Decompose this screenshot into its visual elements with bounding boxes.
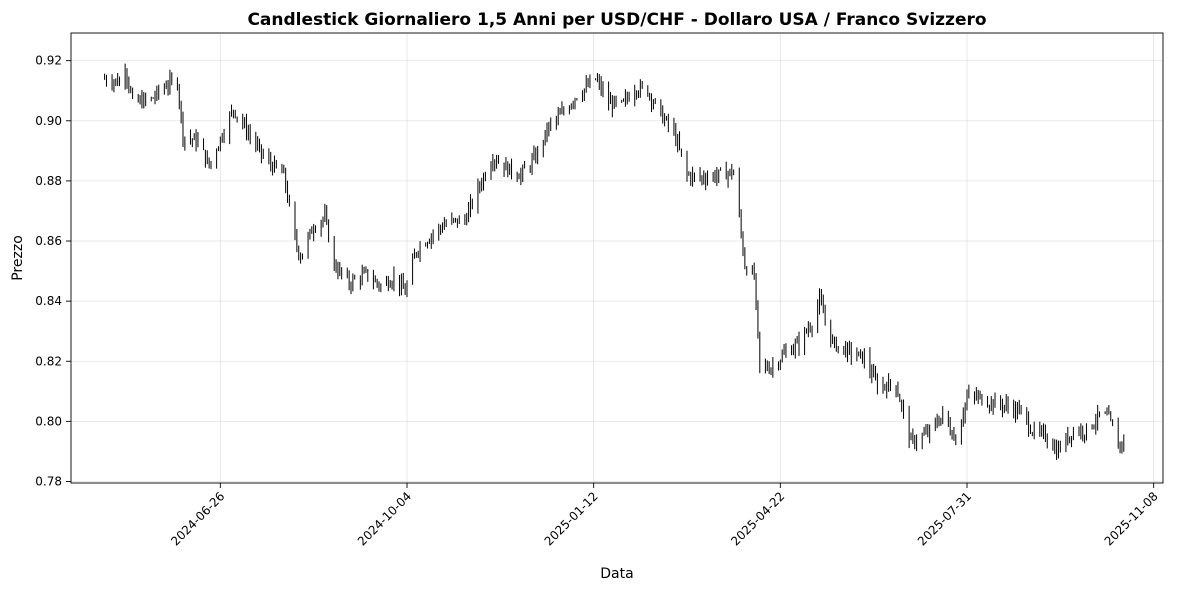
plot-frame: [70, 32, 1164, 484]
y-tick-label: 0.80: [35, 414, 62, 428]
grid-lines: [71, 33, 1163, 483]
candles: [104, 63, 1125, 460]
y-tick-label: 0.86: [35, 234, 62, 248]
x-tick-label: 2024-10-04: [355, 489, 414, 548]
y-tick-label: 0.82: [35, 354, 62, 368]
y-tick-label: 0.92: [35, 54, 62, 68]
x-tick-label: 2025-04-22: [728, 489, 787, 548]
chart-title: Candlestick Giornaliero 1,5 Anni per USD…: [247, 10, 986, 30]
x-tick-label: 2025-01-12: [542, 489, 601, 548]
y-tick-label: 0.84: [35, 294, 62, 308]
y-tick-label: 0.78: [35, 474, 62, 488]
x-tick-label: 2024-06-26: [168, 489, 227, 548]
y-axis-label: Prezzo: [10, 235, 26, 281]
x-axis-label: Data: [600, 566, 633, 582]
x-tick-label: 2025-11-08: [1102, 489, 1161, 548]
y-tick-label: 0.90: [35, 114, 62, 128]
y-tick-label: 0.88: [35, 174, 62, 188]
x-tick-label: 2025-07-31: [915, 489, 974, 548]
